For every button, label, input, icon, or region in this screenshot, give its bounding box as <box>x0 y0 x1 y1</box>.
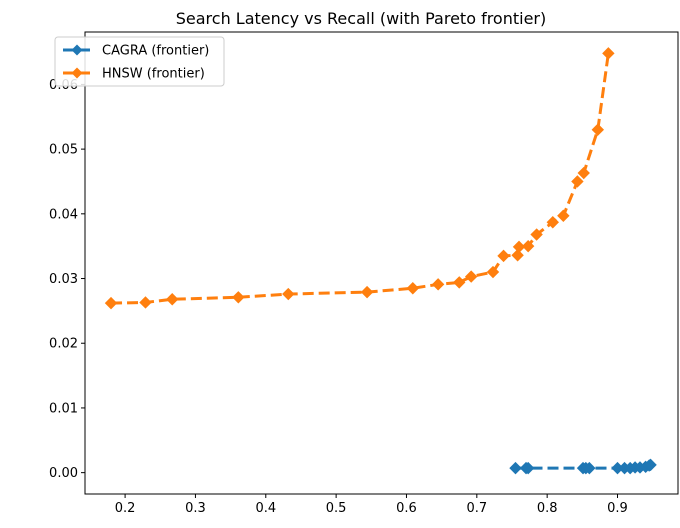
y-axis: 0.000.010.020.030.040.050.06 <box>49 78 85 481</box>
legend-label: HNSW (frontier) <box>102 67 205 82</box>
data-point <box>486 265 500 279</box>
x-tick-label: 0.8 <box>537 501 558 516</box>
data-point <box>232 291 245 304</box>
y-tick-label: 0.05 <box>49 143 78 158</box>
data-point <box>511 249 524 262</box>
data-point <box>509 461 522 475</box>
chart-title: Search Latency vs Recall (with Pareto fr… <box>176 9 547 28</box>
data-point <box>464 270 478 283</box>
x-tick-label: 0.7 <box>466 501 487 516</box>
y-tick-label: 0.02 <box>49 337 78 352</box>
series-layer <box>104 47 657 475</box>
plot-frame <box>84 31 679 495</box>
data-point <box>282 287 295 301</box>
y-tick-label: 0.03 <box>49 272 78 287</box>
data-point <box>104 296 118 310</box>
data-point <box>577 166 590 180</box>
data-point <box>602 47 615 60</box>
data-point <box>644 458 657 472</box>
data-point <box>583 461 596 475</box>
data-point <box>360 285 374 299</box>
data-point <box>431 278 445 291</box>
data-point <box>530 228 543 241</box>
data-point <box>557 209 570 222</box>
x-tick-label: 0.3 <box>185 501 206 516</box>
data-point <box>453 276 466 289</box>
legend-marker <box>71 67 83 79</box>
data-point <box>497 249 510 263</box>
series-1 <box>104 47 615 310</box>
x-tick-label: 0.9 <box>607 501 628 516</box>
data-point <box>521 239 535 253</box>
x-axis: 0.2 0.3 0.4 0.5 0.6 0.7 0.8 0.9 <box>115 494 628 516</box>
data-point <box>406 282 420 295</box>
x-tick-label: 0.2 <box>115 501 136 516</box>
data-point <box>571 175 584 188</box>
legend-box <box>54 36 225 87</box>
y-tick-label: 0.01 <box>49 401 78 416</box>
data-point <box>591 123 605 136</box>
data-point <box>139 296 152 309</box>
x-tick-label: 0.6 <box>396 501 417 516</box>
x-tick-label: 0.4 <box>255 501 276 516</box>
y-tick-label: 0.04 <box>49 207 78 222</box>
legend-label: CAGRA (frontier) <box>102 44 209 59</box>
series-line <box>111 53 610 305</box>
legend-marker <box>71 44 83 56</box>
data-point <box>546 216 559 229</box>
x-tick-label: 0.5 <box>326 501 347 516</box>
data-point <box>521 461 535 475</box>
series-0 <box>509 458 657 475</box>
data-point <box>166 293 179 306</box>
data-point <box>512 240 526 254</box>
y-tick-label: 0.00 <box>49 466 78 481</box>
legend: CAGRA (frontier) HNSW (frontier) <box>54 36 225 87</box>
